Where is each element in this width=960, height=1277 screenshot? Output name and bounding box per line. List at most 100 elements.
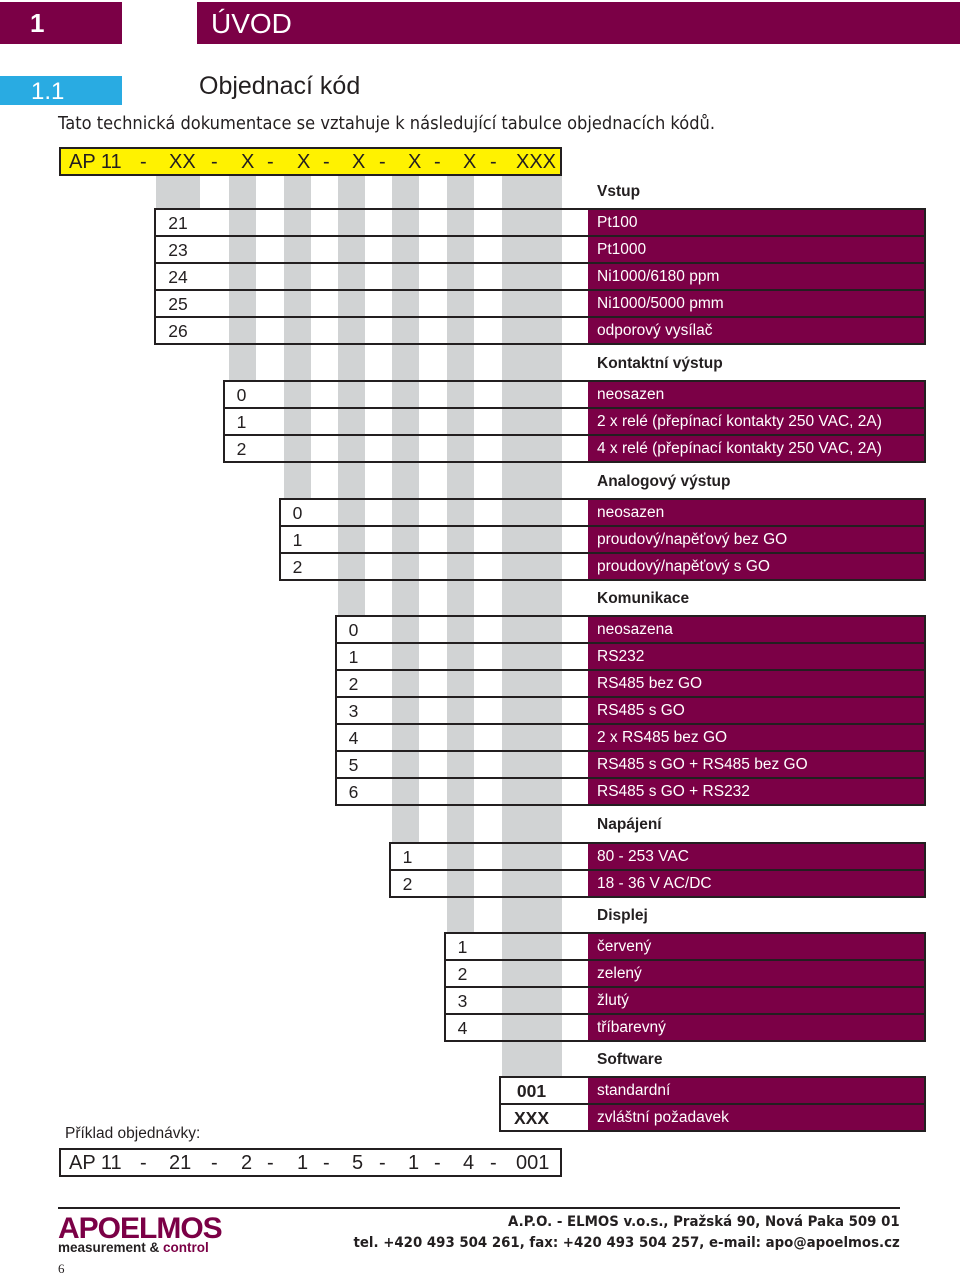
option-description: proudový/napěťový bez GO <box>588 527 925 554</box>
group-border <box>223 380 225 463</box>
group-border <box>279 498 281 581</box>
row-rule <box>370 696 588 698</box>
order-code-example-segment: 001 <box>516 1152 550 1174</box>
option-code: 26 <box>156 318 200 345</box>
order-code-example-segment: AP 11 <box>69 1152 122 1174</box>
option-code: 4 <box>446 1015 479 1042</box>
table-row: 0 neosazen <box>0 500 925 527</box>
row-rule <box>479 959 588 961</box>
order-code-template-segment: - <box>434 151 441 173</box>
row-rule <box>314 579 588 581</box>
order-code-example-segment: - <box>323 1152 330 1174</box>
option-description: odporový vysílač <box>588 318 925 345</box>
order-code-example-segment: 4 <box>463 1152 475 1174</box>
order-code-template-segment: - <box>267 151 274 173</box>
option-description: RS232 <box>588 644 925 671</box>
table-row: 4 2 x RS485 bez GO <box>0 725 925 752</box>
option-description: tříbarevný <box>588 1015 925 1042</box>
group-top-line <box>279 498 925 500</box>
order-code-template-segment: X <box>241 151 255 173</box>
group-border <box>444 932 446 1042</box>
group-top-line <box>389 842 925 844</box>
order-code-template-segment: X <box>463 151 477 173</box>
table-row: 4 tříbarevný <box>0 1015 925 1042</box>
row-rule <box>370 777 588 779</box>
option-description: neosazen <box>588 500 925 527</box>
option-code: 2 <box>281 554 314 581</box>
group-heading: Analogový výstup <box>597 473 731 490</box>
logo-tagline-part2: control <box>163 1240 209 1255</box>
group-border <box>335 615 337 806</box>
option-code: 1 <box>281 527 314 554</box>
table-row: 1 2 x relé (přepínací kontakty 250 VAC, 2… <box>0 409 925 436</box>
order-code-template: AP 11- XX - X - X - X - X - X - XXX <box>59 147 562 176</box>
group-right-border <box>924 380 926 463</box>
option-description: RS485 s GO + RS232 <box>588 779 925 806</box>
row-rule <box>479 986 588 988</box>
table-row: 1 proudový/napěťový bez GO <box>0 527 925 554</box>
group-top-line <box>335 615 925 617</box>
option-code: 0 <box>337 617 370 644</box>
logo-tagline-part1: measurement & <box>58 1240 164 1255</box>
table-row: 5 RS485 s GO + RS485 bez GO <box>0 752 925 779</box>
table-row: 1 80 - 253 VAC <box>0 844 925 871</box>
option-code: 2 <box>337 671 370 698</box>
company-logo: APOELMOS <box>58 1212 223 1245</box>
table-row: 25 Ni1000/5000 pmm <box>0 291 925 318</box>
table-row: 2 RS485 bez GO <box>0 671 925 698</box>
table-row: 0 neosazen <box>0 382 925 409</box>
table-row: 23 Pt1000 <box>0 237 925 264</box>
order-code-example: AP 11-21-2-1-5-1-4-001 <box>59 1148 562 1177</box>
group-top-line <box>444 932 925 934</box>
option-description: zelený <box>588 961 925 988</box>
row-rule <box>200 289 588 291</box>
order-code-example-segment: - <box>434 1152 441 1174</box>
option-code: 1 <box>446 934 479 961</box>
option-description: 2 x relé (přepínací kontakty 250 VAC, 2A… <box>588 409 925 436</box>
order-code-template-segment: - <box>140 151 147 173</box>
option-code: XXX <box>501 1105 562 1132</box>
company-address: A.P.O. - ELMOS v.o.s., Pražská 90, Nová … <box>508 1214 900 1230</box>
group-top-line <box>223 380 925 382</box>
row-rule <box>314 525 588 527</box>
order-code-example-segment: - <box>140 1152 147 1174</box>
option-code: 4 <box>337 725 370 752</box>
company-contact: tel. +420 493 504 261, fax: +420 493 504… <box>353 1235 900 1251</box>
group-top-line <box>154 208 925 210</box>
option-description: červený <box>588 934 925 961</box>
option-code: 2 <box>391 871 424 898</box>
group-right-border <box>924 1076 926 1132</box>
option-code: 6 <box>337 779 370 806</box>
row-rule <box>370 804 588 806</box>
row-rule <box>200 235 588 237</box>
option-code: 001 <box>501 1078 562 1105</box>
chapter-number: 1 <box>0 2 122 44</box>
group-top-line <box>499 1076 925 1078</box>
table-row: 0 neosazena <box>0 617 925 644</box>
option-description: 2 x RS485 bez GO <box>588 725 925 752</box>
group-heading: Displej <box>597 907 648 924</box>
table-row: 2 18 - 36 V AC/DC <box>0 871 925 898</box>
option-code: 1 <box>225 409 258 436</box>
row-rule <box>200 343 588 345</box>
group-heading: Vstup <box>597 183 641 200</box>
order-code-example-segment: 2 <box>241 1152 253 1174</box>
option-code: 2 <box>225 436 258 463</box>
group-border <box>389 842 391 898</box>
group-border <box>154 208 156 345</box>
order-code-template-segment: X <box>408 151 422 173</box>
row-rule <box>200 262 588 264</box>
group-right-border <box>924 615 926 806</box>
row-rule <box>370 723 588 725</box>
order-code-template-segment: XX <box>169 151 196 173</box>
group-border <box>499 1076 501 1132</box>
option-code: 5 <box>337 752 370 779</box>
code-column <box>502 176 562 1131</box>
option-description: 4 x relé (přepínací kontakty 250 VAC, 2A… <box>588 436 925 463</box>
group-right-border <box>924 842 926 898</box>
table-row: 2 zelený <box>0 961 925 988</box>
order-code-example-segment: 1 <box>408 1152 420 1174</box>
order-code-template-segment: - <box>379 151 386 173</box>
page-number: 6 <box>58 1261 65 1276</box>
option-code: 1 <box>337 644 370 671</box>
